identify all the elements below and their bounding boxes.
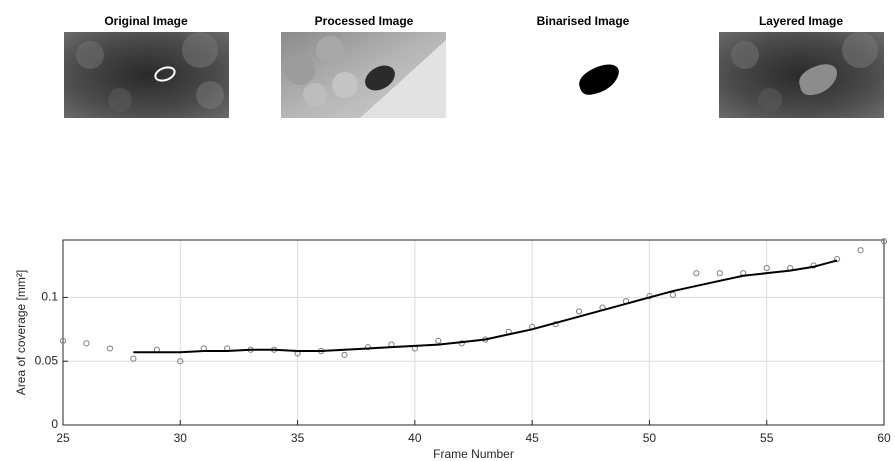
data-point <box>106 345 114 352</box>
image-panels: Original Image Processed Image Binarised… <box>64 14 884 118</box>
y-tick-label: 0.05 <box>35 353 59 367</box>
x-axis-label: Frame Number <box>433 447 514 461</box>
data-point <box>763 264 770 272</box>
data-point <box>177 358 184 365</box>
panel-title: Original Image <box>104 14 188 28</box>
data-point <box>669 291 676 298</box>
x-tick-label: 55 <box>760 431 774 445</box>
data-point <box>693 270 700 277</box>
data-point <box>857 247 864 254</box>
x-tick-label: 25 <box>56 431 70 445</box>
panel-title: Layered Image <box>759 14 843 28</box>
binarised-image <box>579 64 619 95</box>
plot-area <box>63 240 884 425</box>
y-tick-label: 0 <box>51 417 58 431</box>
data-point <box>435 337 442 344</box>
x-tick-label: 35 <box>291 431 305 445</box>
data-point <box>130 355 137 362</box>
x-tick-label: 45 <box>525 431 539 445</box>
fit-line <box>133 259 838 354</box>
axes-box <box>62 239 885 426</box>
original-image <box>64 32 229 118</box>
data-point <box>341 351 348 358</box>
panel-title: Processed Image <box>315 14 414 28</box>
layered-image <box>719 32 884 118</box>
data-point <box>833 256 841 263</box>
data-point <box>716 270 723 277</box>
x-tick-label: 60 <box>877 431 891 445</box>
data-point <box>83 340 90 347</box>
data-point <box>59 337 67 344</box>
panel-title: Binarised Image <box>537 14 630 28</box>
y-axis-label: Area of coverage [mm²] <box>14 270 28 395</box>
data-point <box>364 344 372 351</box>
x-tick-label: 30 <box>174 431 188 445</box>
y-tick-label: 0.1 <box>41 290 58 304</box>
data-point <box>575 308 583 315</box>
chart: 25 30 35 40 45 50 55 60 0 0.05 0.1 Frame Number Area… <box>14 238 891 461</box>
x-tick-label: 50 <box>643 431 657 445</box>
x-tick-label: 40 <box>408 431 422 445</box>
data-point <box>880 238 888 245</box>
processed-image <box>281 32 446 118</box>
